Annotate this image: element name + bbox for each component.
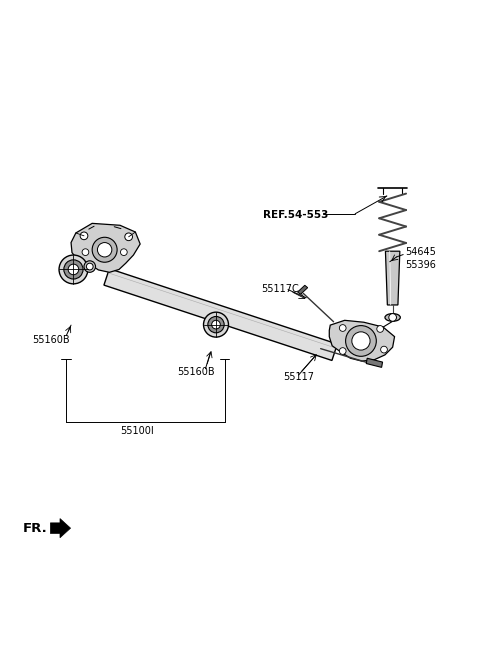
Circle shape xyxy=(346,325,376,356)
Circle shape xyxy=(64,260,83,279)
Circle shape xyxy=(352,332,370,350)
Polygon shape xyxy=(366,358,383,367)
Circle shape xyxy=(204,312,228,337)
Text: 55117: 55117 xyxy=(283,372,314,382)
Text: REF.54-553: REF.54-553 xyxy=(263,210,328,220)
Circle shape xyxy=(377,325,384,333)
Text: FR.: FR. xyxy=(23,522,48,535)
Circle shape xyxy=(125,233,132,241)
Text: 55160B: 55160B xyxy=(178,367,215,377)
Text: 55100I: 55100I xyxy=(120,426,154,436)
Circle shape xyxy=(86,263,93,270)
Circle shape xyxy=(97,243,112,257)
Circle shape xyxy=(59,255,88,284)
Circle shape xyxy=(212,320,220,329)
Circle shape xyxy=(208,316,224,333)
Polygon shape xyxy=(298,285,308,295)
Circle shape xyxy=(92,237,117,262)
Text: 55160B: 55160B xyxy=(33,335,70,345)
Polygon shape xyxy=(71,223,140,272)
Ellipse shape xyxy=(385,314,400,321)
Circle shape xyxy=(120,249,127,256)
Circle shape xyxy=(339,325,346,331)
Circle shape xyxy=(80,232,88,239)
Polygon shape xyxy=(50,518,71,538)
Circle shape xyxy=(82,249,89,256)
Text: 55117C: 55117C xyxy=(262,283,300,294)
Polygon shape xyxy=(104,269,337,360)
Circle shape xyxy=(84,261,96,272)
Polygon shape xyxy=(329,320,395,361)
Polygon shape xyxy=(385,251,400,305)
Circle shape xyxy=(381,346,387,353)
Circle shape xyxy=(339,348,346,354)
Text: 54645
55396: 54645 55396 xyxy=(406,247,436,270)
Circle shape xyxy=(68,264,79,275)
Circle shape xyxy=(389,314,396,321)
